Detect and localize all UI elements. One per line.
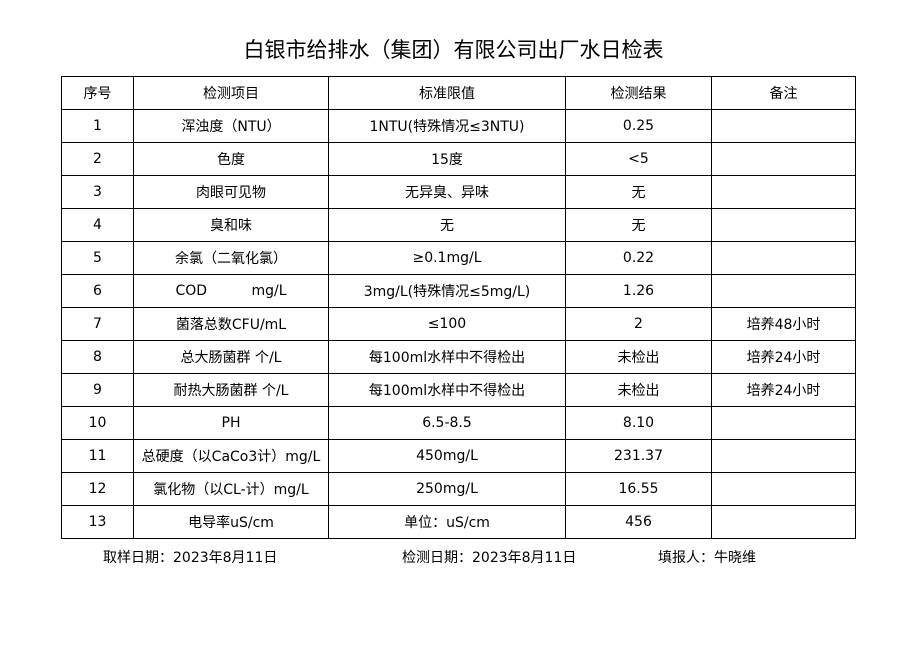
cell: 培养48小时 bbox=[711, 307, 856, 341]
cell bbox=[711, 505, 856, 539]
cell: 6 bbox=[61, 274, 134, 308]
cell: 0.22 bbox=[565, 241, 712, 275]
cell: 7 bbox=[61, 307, 134, 341]
cell: 6.5-8.5 bbox=[328, 406, 566, 440]
row: 1 浑浊度（NTU） 1NTU(特殊情况≤3NTU) 0.25 bbox=[61, 109, 856, 143]
cell: PH bbox=[133, 406, 329, 440]
cell: 无异臭、异味 bbox=[328, 175, 566, 209]
cell: 色度 bbox=[133, 142, 329, 176]
cell: 16.55 bbox=[565, 472, 712, 506]
cell: 培养24小时 bbox=[711, 340, 856, 374]
cell: 0.25 bbox=[565, 109, 712, 143]
reporter: 填报人：牛晓维 bbox=[658, 550, 756, 566]
cell: 450mg/L bbox=[328, 439, 566, 473]
row: 10 PH 6.5-8.5 8.10 bbox=[61, 406, 856, 440]
cell: 标准限值 bbox=[328, 76, 566, 110]
cell: 每100ml水样中不得检出 bbox=[328, 340, 566, 374]
cell: 耐热大肠菌群 个/L bbox=[133, 373, 329, 407]
cell: 456 bbox=[565, 505, 712, 539]
cell: 13 bbox=[61, 505, 134, 539]
cell bbox=[711, 241, 856, 275]
test-date: 检测日期：2023年8月11日 bbox=[402, 550, 577, 566]
cell: 4 bbox=[61, 208, 134, 242]
cell: 臭和味 bbox=[133, 208, 329, 242]
row: 6 COD mg/L 3mg/L(特殊情况≤5mg/L) 1.26 bbox=[61, 274, 856, 308]
cell: 1 bbox=[61, 109, 134, 143]
cell: 2 bbox=[61, 142, 134, 176]
cell: 8.10 bbox=[565, 406, 712, 440]
cell: 肉眼可见物 bbox=[133, 175, 329, 209]
row: 5 余氯（二氧化氯） ≥0.1mg/L 0.22 bbox=[61, 241, 856, 275]
cell: COD mg/L bbox=[133, 274, 329, 308]
sampling-date: 取样日期：2023年8月11日 bbox=[103, 550, 278, 566]
cell: 无 bbox=[565, 175, 712, 209]
row: 13 电导率uS/cm 单位：uS/cm 456 bbox=[61, 505, 856, 539]
cell: 8 bbox=[61, 340, 134, 374]
row: 4 臭和味无无 bbox=[61, 208, 856, 242]
cell: 培养24小时 bbox=[711, 373, 856, 407]
cell: 检测项目 bbox=[133, 76, 329, 110]
table: 序号 检测项目 标准限值 检测结果 备注 1 浑浊度（NTU） 1NTU(特殊情况≤3NTU)… bbox=[61, 76, 856, 539]
cell: 5 bbox=[61, 241, 134, 275]
cell: 浑浊度（NTU） bbox=[133, 109, 329, 143]
cell: 12 bbox=[61, 472, 134, 506]
cell: 备注 bbox=[711, 76, 856, 110]
cell: 9 bbox=[61, 373, 134, 407]
cell: 1NTU(特殊情况≤3NTU) bbox=[328, 109, 566, 143]
cell: 10 bbox=[61, 406, 134, 440]
cell: 2 bbox=[565, 307, 712, 341]
cell: 无 bbox=[565, 208, 712, 242]
cell: 单位：uS/cm bbox=[328, 505, 566, 539]
row: 9 耐热大肠菌群 个/L 每100ml水样中不得检出 未检出 培养24小时 bbox=[61, 373, 856, 407]
row: 3 肉眼可见物 无异臭、异味无 bbox=[61, 175, 856, 209]
header-row: 序号 检测项目 标准限值 检测结果 备注 bbox=[61, 76, 856, 110]
cell: 余氯（二氧化氯） bbox=[133, 241, 329, 275]
cell bbox=[711, 472, 856, 506]
cell: 1.26 bbox=[565, 274, 712, 308]
cell: ≥0.1mg/L bbox=[328, 241, 566, 275]
row: 11 总硬度（以CaCo3计）mg/L 450mg/L 231.37 bbox=[61, 439, 856, 473]
cell: 15度 bbox=[328, 142, 566, 176]
cell: 3mg/L(特殊情况≤5mg/L) bbox=[328, 274, 566, 308]
cell bbox=[711, 406, 856, 440]
cell: 总大肠菌群 个/L bbox=[133, 340, 329, 374]
cell: 11 bbox=[61, 439, 134, 473]
title: 白银市给排水（集团）有限公司出厂水日检表 bbox=[243, 38, 664, 62]
row: 12 氯化物（以CL-计）mg/L 250mg/L 16.55 bbox=[61, 472, 856, 506]
cell: 无 bbox=[328, 208, 566, 242]
row: 7 菌落总数CFU/mL ≤100 2 培养48小时 bbox=[61, 307, 856, 341]
row: 8 总大肠菌群 个/L 每100ml水样中不得检出 未检出 培养24小时 bbox=[61, 340, 856, 374]
cell: ≤100 bbox=[328, 307, 566, 341]
cell bbox=[711, 208, 856, 242]
cell bbox=[711, 175, 856, 209]
cell bbox=[711, 439, 856, 473]
cell: 每100ml水样中不得检出 bbox=[328, 373, 566, 407]
cell: 氯化物（以CL-计）mg/L bbox=[133, 472, 329, 506]
cell: 电导率uS/cm bbox=[133, 505, 329, 539]
cell: 菌落总数CFU/mL bbox=[133, 307, 329, 341]
cell: 序号 bbox=[61, 76, 134, 110]
cell: <5 bbox=[565, 142, 712, 176]
cell bbox=[711, 109, 856, 143]
cell bbox=[711, 142, 856, 176]
cell: 检测结果 bbox=[565, 76, 712, 110]
cell: 231.37 bbox=[565, 439, 712, 473]
cell: 总硬度（以CaCo3计）mg/L bbox=[133, 439, 329, 473]
cell: 未检出 bbox=[565, 340, 712, 374]
cell: 未检出 bbox=[565, 373, 712, 407]
row: 2 色度 15度 <5 bbox=[61, 142, 856, 176]
cell: 3 bbox=[61, 175, 134, 209]
cell bbox=[711, 274, 856, 308]
cell: 250mg/L bbox=[328, 472, 566, 506]
